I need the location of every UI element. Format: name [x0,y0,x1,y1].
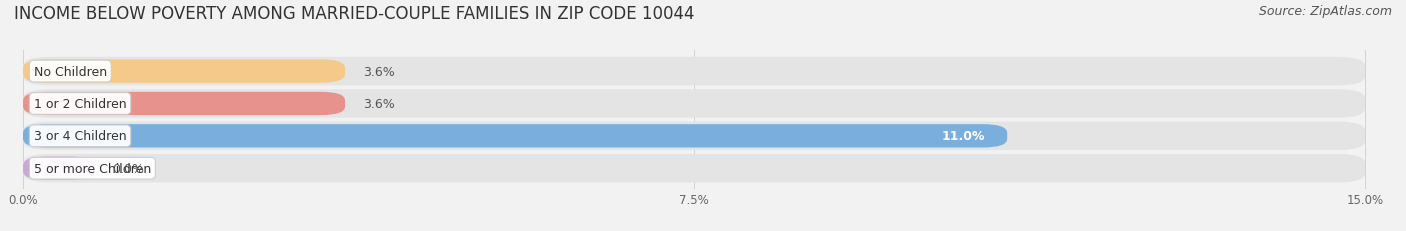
FancyBboxPatch shape [22,92,344,116]
Text: No Children: No Children [34,65,107,78]
FancyBboxPatch shape [22,154,1365,183]
Text: 1 or 2 Children: 1 or 2 Children [34,97,127,110]
Text: 11.0%: 11.0% [942,130,984,143]
FancyBboxPatch shape [22,90,1365,118]
Text: 3.6%: 3.6% [363,97,395,110]
FancyBboxPatch shape [22,122,1365,150]
FancyBboxPatch shape [22,157,94,180]
FancyBboxPatch shape [22,58,1365,86]
Text: 3.6%: 3.6% [363,65,395,78]
Text: 0.0%: 0.0% [112,162,145,175]
Text: Source: ZipAtlas.com: Source: ZipAtlas.com [1258,5,1392,18]
Text: 5 or more Children: 5 or more Children [34,162,150,175]
FancyBboxPatch shape [22,60,344,83]
Text: INCOME BELOW POVERTY AMONG MARRIED-COUPLE FAMILIES IN ZIP CODE 10044: INCOME BELOW POVERTY AMONG MARRIED-COUPL… [14,5,695,23]
Text: 3 or 4 Children: 3 or 4 Children [34,130,127,143]
FancyBboxPatch shape [22,125,1007,148]
